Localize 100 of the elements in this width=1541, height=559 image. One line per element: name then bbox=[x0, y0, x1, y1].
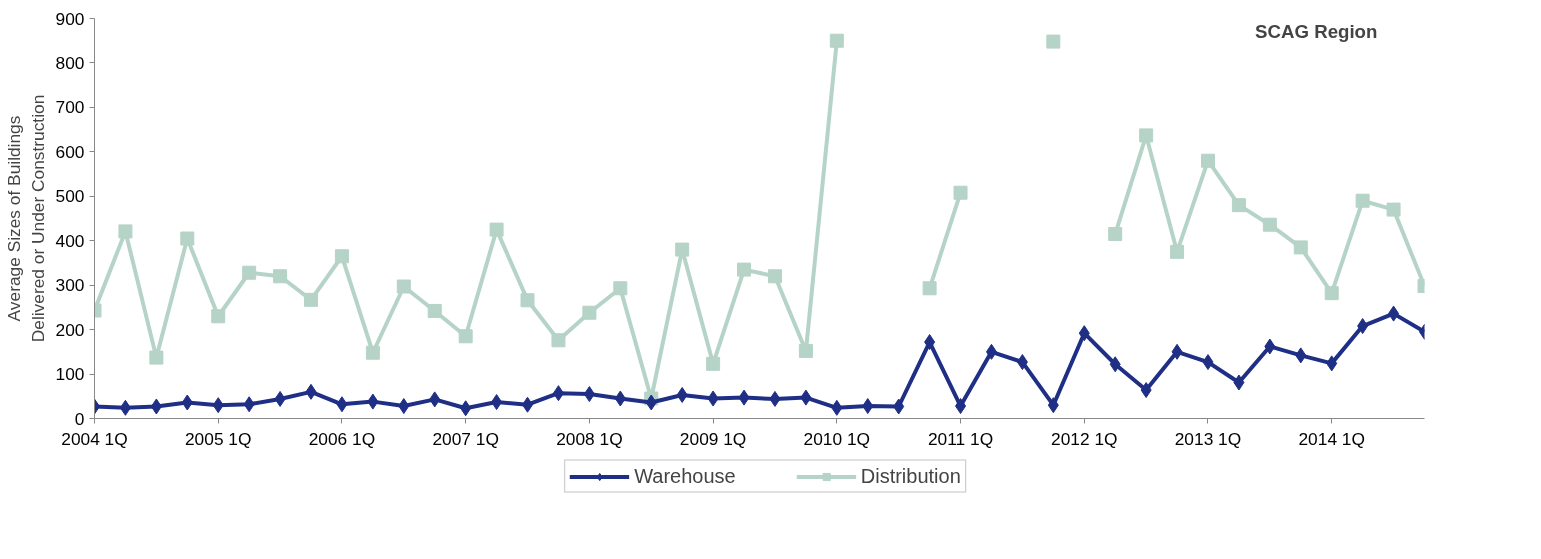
point bbox=[458, 329, 473, 344]
point bbox=[1047, 397, 1059, 414]
point bbox=[829, 33, 844, 48]
point bbox=[1295, 347, 1307, 364]
y-tick-label: 100 bbox=[55, 364, 85, 385]
point bbox=[1139, 128, 1154, 143]
point bbox=[706, 356, 721, 371]
point bbox=[800, 389, 812, 406]
point bbox=[1357, 318, 1369, 335]
point bbox=[1388, 305, 1400, 322]
point bbox=[365, 345, 380, 360]
y-tick-label: 400 bbox=[55, 230, 85, 251]
chart-title: SCAG Region bbox=[1255, 20, 1378, 42]
point bbox=[1202, 354, 1214, 371]
point bbox=[769, 390, 781, 407]
point bbox=[398, 398, 410, 415]
point bbox=[336, 396, 348, 413]
point bbox=[429, 391, 441, 408]
point bbox=[1386, 202, 1401, 217]
point bbox=[738, 389, 750, 406]
x-tick-label: 2005 1Q bbox=[184, 428, 252, 449]
x-tick-label: 2012 1Q bbox=[1051, 428, 1118, 449]
point bbox=[522, 396, 534, 413]
point bbox=[181, 394, 193, 411]
y-tick-label: 200 bbox=[55, 319, 85, 340]
point bbox=[118, 224, 133, 239]
point bbox=[675, 242, 690, 257]
point bbox=[460, 400, 472, 417]
point bbox=[676, 386, 688, 403]
y-tick-label: 0 bbox=[74, 408, 85, 429]
point bbox=[1326, 355, 1338, 372]
point bbox=[427, 303, 442, 318]
point bbox=[1293, 240, 1308, 255]
point bbox=[798, 343, 813, 358]
point bbox=[180, 231, 195, 246]
point bbox=[1016, 354, 1028, 371]
x-tick-label: 2010 1Q bbox=[803, 428, 871, 449]
point bbox=[862, 398, 874, 415]
point bbox=[274, 390, 286, 407]
point bbox=[1078, 325, 1090, 342]
point bbox=[150, 398, 162, 415]
x-tick-label: 2008 1Q bbox=[556, 428, 623, 449]
x-tick-label: 2006 1Q bbox=[308, 428, 376, 449]
y-tick-label: 600 bbox=[55, 141, 85, 162]
y-tick-label: 500 bbox=[55, 186, 85, 207]
legend-label: Distribution bbox=[860, 464, 961, 488]
point bbox=[1170, 244, 1185, 259]
point bbox=[767, 269, 782, 284]
legend-label: Warehouse bbox=[634, 464, 736, 488]
point bbox=[334, 249, 349, 264]
point bbox=[1324, 286, 1339, 301]
x-tick-label: 2014 1Q bbox=[1298, 428, 1365, 449]
point bbox=[1355, 193, 1370, 208]
point bbox=[922, 281, 937, 296]
point bbox=[1109, 356, 1121, 373]
point bbox=[1262, 217, 1277, 232]
point bbox=[953, 185, 968, 200]
y-tick-label: 300 bbox=[55, 275, 85, 296]
point bbox=[396, 279, 411, 294]
point bbox=[489, 222, 504, 237]
point bbox=[211, 309, 226, 324]
point bbox=[491, 394, 503, 411]
point bbox=[242, 265, 257, 280]
point bbox=[551, 333, 566, 348]
y-tick-label: 800 bbox=[55, 52, 85, 73]
point bbox=[1046, 34, 1061, 49]
point bbox=[924, 334, 936, 351]
point bbox=[243, 396, 255, 413]
point bbox=[1233, 374, 1245, 391]
point bbox=[1231, 198, 1246, 213]
point bbox=[520, 293, 535, 308]
point bbox=[552, 385, 564, 402]
point bbox=[304, 292, 319, 307]
point bbox=[831, 399, 843, 416]
point bbox=[707, 390, 719, 407]
point bbox=[614, 390, 626, 407]
x-tick-label: 2011 1Q bbox=[927, 428, 994, 449]
point bbox=[119, 399, 131, 416]
y-tick-label: 700 bbox=[55, 97, 85, 118]
point bbox=[645, 394, 657, 411]
point bbox=[149, 350, 164, 365]
point bbox=[1108, 227, 1123, 242]
y-tick-label: 900 bbox=[55, 8, 85, 29]
point bbox=[212, 397, 224, 414]
point bbox=[1140, 382, 1152, 399]
point bbox=[737, 262, 752, 277]
point bbox=[1264, 338, 1276, 355]
point bbox=[305, 383, 317, 400]
point bbox=[1171, 343, 1183, 360]
x-tick-label: 2009 1Q bbox=[679, 428, 747, 449]
point bbox=[583, 386, 595, 403]
point bbox=[955, 398, 967, 415]
point bbox=[985, 343, 997, 360]
point bbox=[613, 281, 628, 296]
point bbox=[893, 398, 905, 415]
x-tick-label: 2013 1Q bbox=[1174, 428, 1242, 449]
point bbox=[367, 393, 379, 410]
point bbox=[582, 305, 597, 320]
y-axis-title: Average Sizes of Buildings Delivered or Under Construction bbox=[3, 94, 48, 343]
x-tick-label: 2007 1Q bbox=[432, 428, 499, 449]
